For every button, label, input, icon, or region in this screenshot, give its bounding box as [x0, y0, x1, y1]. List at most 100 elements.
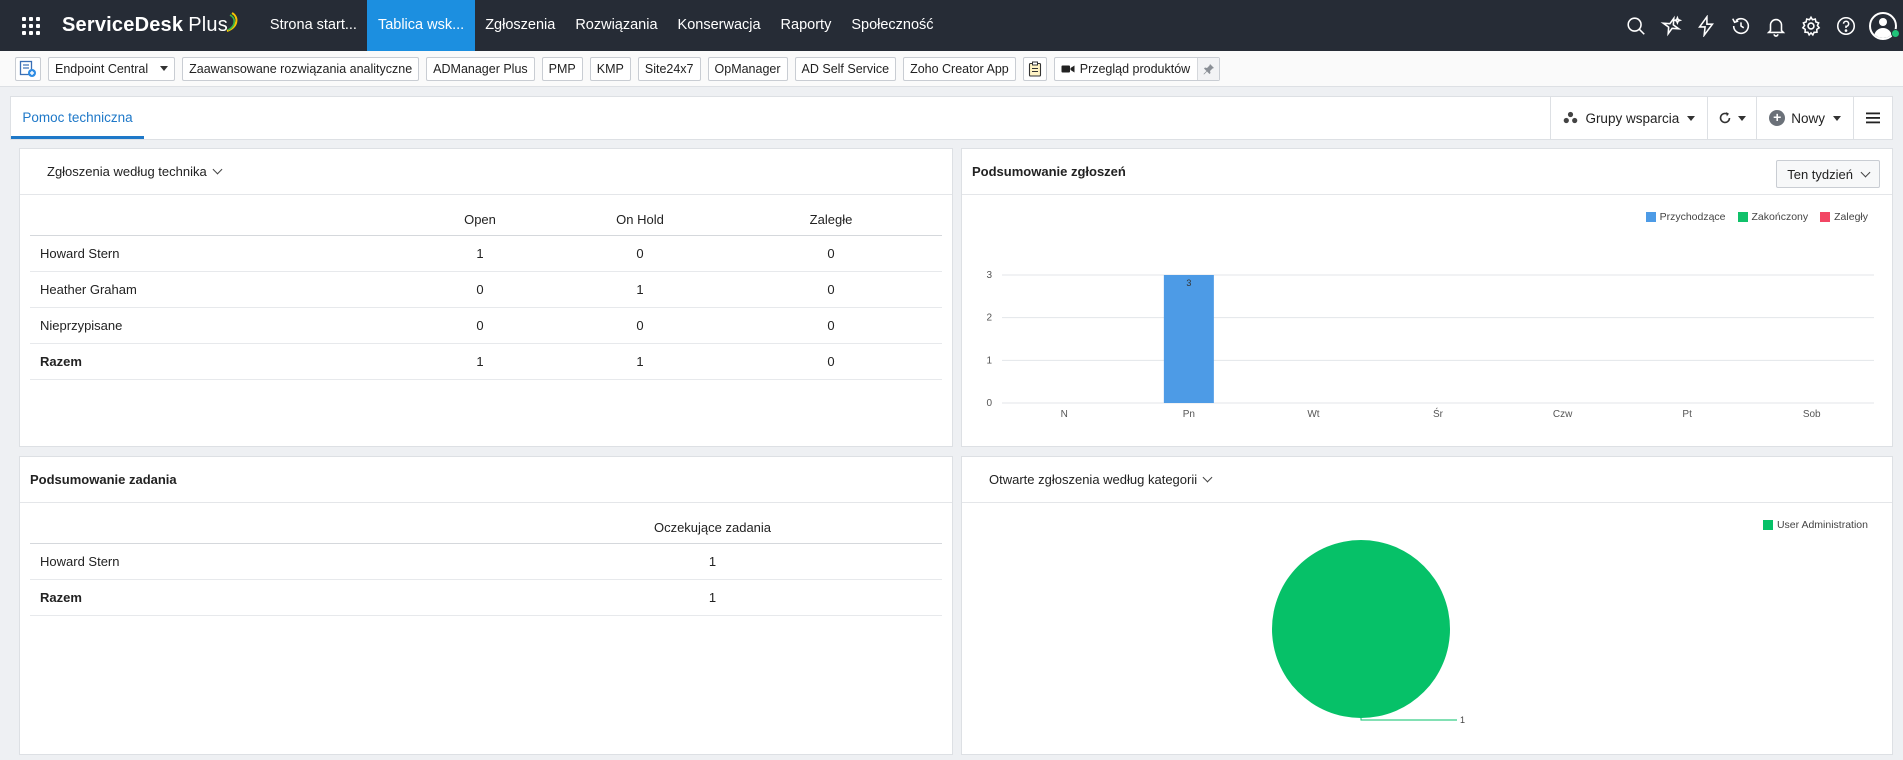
total-open-count[interactable]: 1 [400, 343, 560, 380]
request-summary-title: Podsumowanie zgłoszeń [972, 164, 1126, 179]
chart-legend: Przychodzące Zakończony Zaległy [1645, 211, 1868, 223]
period-dropdown[interactable]: Ten tydzień [1776, 160, 1880, 188]
caret-down-icon [1738, 115, 1747, 121]
product-review-button[interactable]: Przegląd produktów [1053, 56, 1221, 81]
open-count[interactable]: 0 [400, 271, 560, 308]
nav-tab-solutions[interactable]: Rozwiązania [575, 17, 658, 33]
menu-button[interactable] [1853, 97, 1892, 139]
chevron-down-icon [1202, 472, 1213, 483]
legend-label: User Administration [1776, 519, 1868, 531]
gear-icon[interactable] [1793, 0, 1828, 51]
support-groups-dropdown[interactable]: Grupy wsparcia [1550, 97, 1707, 139]
category-title-text: Otwarte zgłoszenia według kategorii [989, 472, 1198, 487]
pie-slice[interactable] [1272, 540, 1450, 718]
category-pie-chart: 1 [1272, 540, 1465, 725]
ai-sparkle-icon[interactable] [1653, 0, 1688, 51]
bar[interactable] [1163, 275, 1214, 403]
legend-swatch [1737, 212, 1748, 222]
logo-plus: Plus [188, 14, 228, 36]
overdue-count[interactable]: 0 [720, 235, 942, 272]
nav-tab-reports[interactable]: Raporty [780, 17, 832, 33]
legend-item[interactable]: Zakończony [1737, 211, 1808, 223]
opmanager-button[interactable]: OpManager [707, 56, 788, 81]
table-total-row: Razem 1 1 0 [30, 343, 942, 380]
clipboard-button[interactable] [1022, 56, 1047, 81]
hamburger-menu-icon [1866, 112, 1880, 124]
pie-legend: User Administration [1762, 519, 1868, 531]
groups-icon [1564, 111, 1578, 124]
bar-data-label: 3 [1186, 278, 1191, 288]
pmp-button[interactable]: PMP [541, 56, 583, 81]
technician-name: Nieprzypisane [30, 307, 400, 344]
open-count[interactable]: 0 [400, 307, 560, 344]
kmp-button[interactable]: KMP [589, 56, 631, 81]
legend-item[interactable]: Przychodzące [1645, 211, 1726, 223]
nav-tab-requests[interactable]: Zgłoszenia [485, 17, 556, 33]
nav-tab-maintenance[interactable]: Konserwacja [677, 17, 761, 33]
technician-name: Heather Graham [30, 271, 400, 308]
history-icon[interactable] [1723, 0, 1758, 51]
new-label: Nowy [1791, 110, 1825, 126]
new-dropdown[interactable]: + Nowy [1756, 97, 1853, 139]
open-count[interactable]: 1 [400, 235, 560, 272]
pending-task-count[interactable]: 1 [590, 543, 835, 580]
tickets-by-technician-widget: Zgłoszenia według technika Open On Hold … [19, 148, 953, 447]
legend-item[interactable]: Zaległy [1820, 211, 1868, 223]
help-icon[interactable] [1828, 0, 1863, 51]
zoho-creator-app-button[interactable]: Zoho Creator App [903, 56, 1016, 81]
nav-tab-dashboard[interactable]: Tablica wsk... [366, 0, 476, 51]
y-tick-label: 3 [986, 270, 992, 281]
open-requests-by-category-widget: Otwarte zgłoszenia według kategorii User… [961, 456, 1893, 755]
legend-label: Przychodzące [1659, 211, 1726, 223]
advanced-analytics-button[interactable]: Zaawansowane rozwiązania analityczne [182, 56, 420, 81]
category-title[interactable]: Otwarte zgłoszenia według kategorii [989, 472, 1213, 487]
legend-swatch [1820, 212, 1831, 222]
total-pending-task-count[interactable]: 1 [590, 579, 835, 616]
nav-tab-home[interactable]: Strona start... [269, 17, 357, 33]
table-row: Heather Graham 0 1 0 [30, 271, 942, 308]
caret-down-icon [160, 66, 169, 71]
site24x7-button[interactable]: Site24x7 [637, 56, 701, 81]
column-header-spacer [835, 513, 942, 544]
lightning-icon[interactable] [1688, 0, 1723, 51]
column-header-overdue: Zaległe [720, 205, 942, 236]
endpoint-central-dropdown[interactable]: Endpoint Central [48, 56, 176, 81]
x-tick-label: Wt [1307, 409, 1319, 420]
pin-button[interactable] [1197, 57, 1220, 80]
legend-item[interactable]: User Administration [1762, 519, 1868, 531]
table-total-row: Razem 1 [30, 579, 942, 616]
add-list-icon [19, 60, 36, 77]
ad-self-service-button[interactable]: AD Self Service [794, 56, 897, 81]
add-widget-button[interactable] [15, 56, 41, 81]
task-summary-widget: Podsumowanie zadania Oczekujące zadania … [19, 456, 953, 755]
user-avatar[interactable] [1863, 0, 1903, 51]
table-row: Nieprzypisane 0 0 0 [30, 307, 942, 344]
x-tick-label: Pn [1183, 409, 1195, 420]
admanager-plus-button[interactable]: ADManager Plus [426, 56, 535, 81]
refresh-dropdown[interactable] [1707, 97, 1756, 139]
on-hold-count[interactable]: 0 [560, 235, 720, 272]
clipboard-icon [1028, 61, 1041, 77]
overdue-count[interactable]: 0 [720, 307, 942, 344]
technician-table: Open On Hold Zaległe Howard Stern 1 0 0 … [30, 205, 942, 380]
app-logo[interactable]: ServiceDesk Plus [62, 11, 240, 37]
logo-swirl-icon [226, 11, 238, 32]
bell-icon[interactable] [1758, 0, 1793, 51]
tab-helpdesk[interactable]: Pomoc techniczna [11, 97, 144, 139]
total-overdue-count[interactable]: 0 [720, 343, 942, 380]
total-on-hold-count[interactable]: 1 [560, 343, 720, 380]
logo-text: ServiceDesk [62, 14, 184, 36]
nav-tab-community[interactable]: Społeczność [851, 17, 934, 33]
y-tick-label: 2 [986, 313, 992, 324]
column-header-pending-tasks: Oczekujące zadania [590, 513, 835, 544]
on-hold-count[interactable]: 0 [560, 307, 720, 344]
on-hold-count[interactable]: 1 [560, 271, 720, 308]
tickets-by-technician-title-text: Zgłoszenia według technika [47, 164, 207, 179]
tickets-by-technician-title[interactable]: Zgłoszenia według technika [47, 164, 223, 179]
support-groups-label: Grupy wsparcia [1585, 110, 1680, 126]
overdue-count[interactable]: 0 [720, 271, 942, 308]
y-tick-label: 1 [986, 355, 992, 366]
app-launcher-icon[interactable] [0, 0, 62, 51]
caret-down-icon [1687, 115, 1696, 121]
search-icon[interactable] [1618, 0, 1653, 51]
